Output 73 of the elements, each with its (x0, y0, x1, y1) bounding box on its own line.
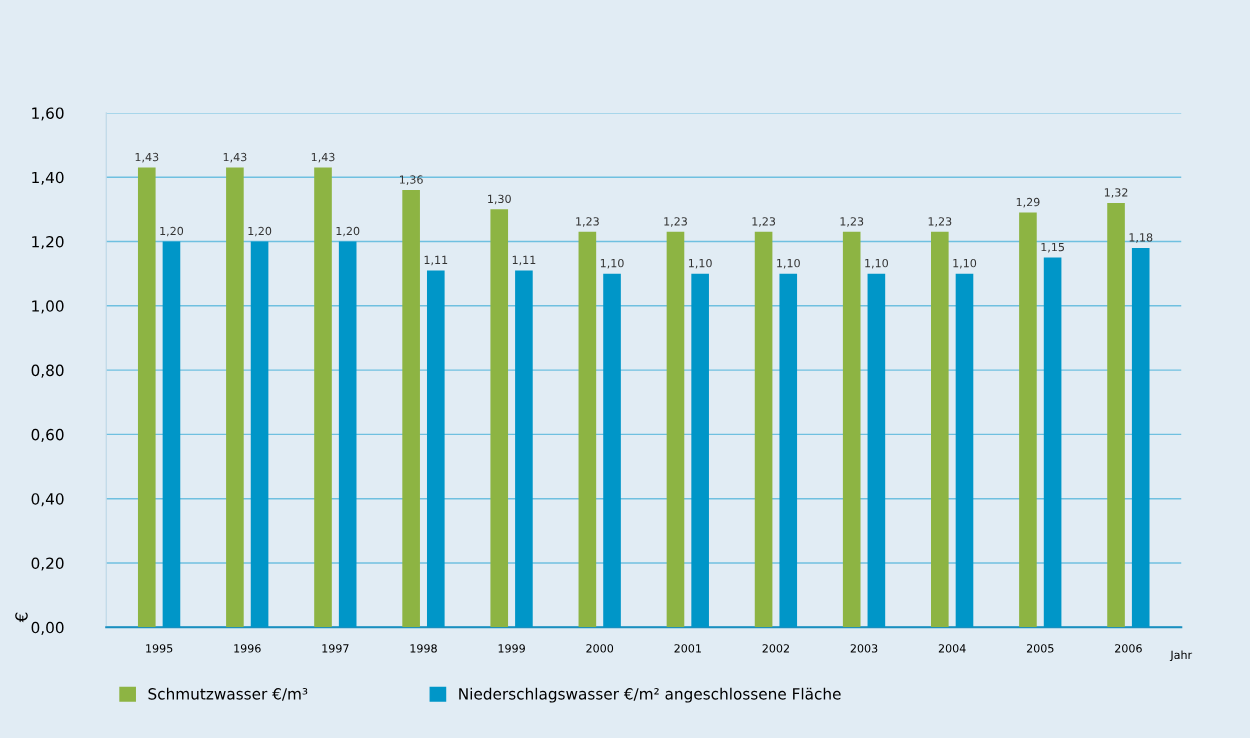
bar (1131, 247, 1150, 628)
x-tick-label: 1995 (146, 644, 173, 653)
bar (1043, 257, 1062, 628)
bar (842, 231, 861, 628)
bar (931, 231, 949, 628)
x-tick-label: 1996 (234, 644, 261, 653)
x-tick-label: 2004 (938, 644, 966, 653)
x-tick-label: 2002 (762, 644, 789, 653)
data-label: 1,20 (336, 226, 360, 237)
data-label: 1,32 (1104, 188, 1128, 198)
x-tick-label: 2000 (586, 644, 614, 653)
bar (691, 273, 709, 628)
bar (578, 231, 597, 628)
bar (754, 231, 773, 628)
x-tick-label: 2003 (850, 644, 878, 653)
y-tick-label: 0,60 (31, 428, 64, 442)
bar (666, 231, 685, 628)
data-label: 1,15 (1041, 243, 1064, 253)
bar (137, 167, 156, 628)
data-label: 1,23 (840, 217, 864, 227)
bar (426, 270, 445, 628)
bar (250, 241, 269, 628)
y-tick-label: 0,00 (31, 621, 64, 635)
data-label: 1,30 (488, 194, 511, 205)
bar (603, 273, 621, 628)
data-label: 1,10 (777, 258, 800, 269)
bar (338, 241, 357, 628)
y-tick-label: 0,80 (31, 364, 64, 378)
data-label: 1,10 (953, 258, 977, 269)
y-tick-label: 0,20 (31, 557, 64, 571)
data-label: 1,23 (928, 217, 952, 227)
y-tick-label: 1,20 (32, 235, 64, 250)
data-label: 1,10 (865, 258, 889, 269)
data-label: 1,10 (600, 258, 624, 269)
y-tick-label: 1,40 (32, 171, 64, 185)
x-tick-label: 1998 (410, 644, 437, 653)
bar (779, 273, 798, 628)
x-tick-label: 2006 (1115, 644, 1142, 653)
data-label: 1,23 (752, 217, 776, 227)
data-label: 1,23 (576, 217, 599, 227)
x-axis-title: Jahr (1169, 650, 1193, 662)
bar (226, 167, 244, 628)
data-label: 1,11 (424, 255, 448, 266)
bar (162, 241, 181, 628)
data-label: 1,23 (664, 217, 687, 227)
data-label: 1,29 (1016, 197, 1040, 208)
x-tick-label: 2005 (1026, 644, 1054, 653)
bar (955, 273, 974, 628)
bar (490, 209, 509, 628)
bar (515, 270, 533, 628)
y-tick-label: 1,60 (32, 107, 64, 121)
legend-label: Schmutzwasser €/m³ (148, 687, 308, 701)
bar (314, 167, 332, 628)
x-tick-label: 2001 (674, 644, 701, 653)
data-label: 1,20 (160, 226, 184, 237)
bar (1107, 202, 1125, 628)
bar (402, 190, 420, 628)
data-label: 1,18 (1129, 233, 1153, 243)
data-label: 1,10 (688, 258, 712, 269)
data-label: 1,11 (512, 255, 536, 266)
x-tick-label: 1997 (322, 644, 349, 653)
bar (867, 273, 886, 628)
data-label: 1,43 (135, 152, 159, 163)
bar (1019, 212, 1037, 628)
y-axis-title: € (15, 612, 28, 623)
data-label: 1,36 (399, 175, 423, 185)
x-tick-label: 1999 (498, 644, 525, 653)
data-label: 1,43 (311, 152, 335, 163)
data-label: 1,43 (223, 152, 247, 163)
y-tick-label: 1,00 (32, 300, 64, 314)
legend-label: Niederschlagswasser €/m² angeschlossene Fläche (459, 687, 841, 703)
y-tick-label: 0,40 (31, 493, 64, 507)
data-label: 1,20 (248, 226, 272, 237)
